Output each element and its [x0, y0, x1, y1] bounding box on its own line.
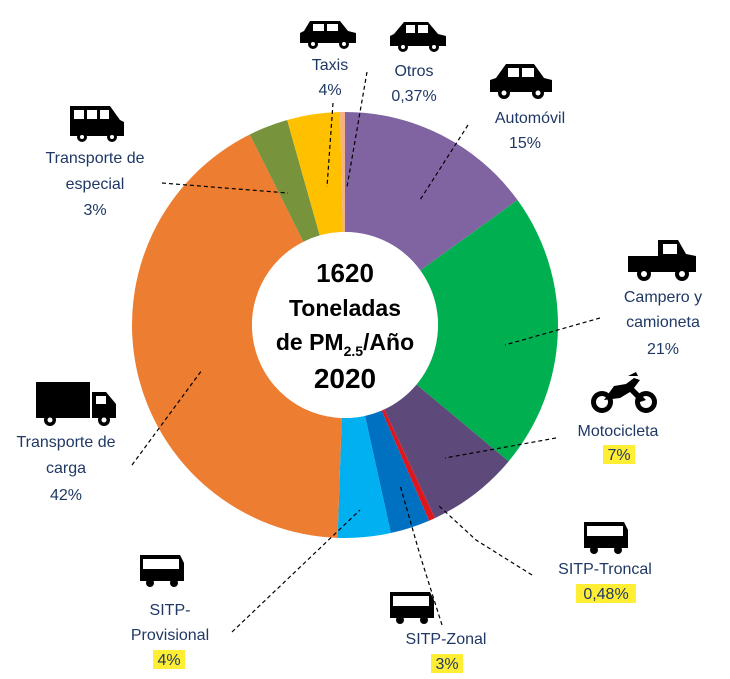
value-sitp-zonal: 3%	[435, 656, 458, 673]
car-icon	[490, 64, 552, 99]
slice-campero-y-camioneta	[416, 200, 558, 462]
label-carga-1: Transporte de	[16, 434, 115, 451]
leader-campero	[504, 317, 601, 346]
slice-taxis	[287, 112, 343, 236]
slice-sitp-provisional	[337, 415, 391, 538]
slice-sitp-zonal	[365, 410, 430, 534]
sitp-troncal-bus-icon	[584, 522, 628, 554]
otros-car-icon	[390, 22, 446, 52]
leader-motocicleta	[444, 437, 557, 459]
value-motocicleta: 7%	[607, 447, 630, 464]
value-automovil: 15%	[509, 135, 541, 152]
van-icon	[70, 106, 124, 142]
sitp-provisional-bus-icon	[140, 555, 184, 587]
slice-autom-vil	[345, 112, 518, 271]
slice-transporte-de-carga	[132, 134, 342, 538]
cargo-truck-icon	[36, 382, 116, 426]
donut-slices	[132, 112, 558, 538]
value-taxis: 4%	[318, 82, 341, 99]
center-year: 2020	[314, 363, 376, 394]
label-automovil: Automóvil	[495, 110, 565, 127]
leader-sitp-zonal	[399, 484, 443, 626]
label-especial-1: Transporte de	[45, 150, 144, 167]
label-motocicleta: Motocicleta	[578, 423, 659, 440]
center-total: 1620	[316, 258, 374, 288]
label-taxis: Taxis	[312, 57, 348, 74]
label-campero-1: Campero y	[624, 289, 702, 306]
highlight-sitp-provisional	[153, 650, 185, 669]
leader-lines	[131, 71, 601, 633]
leader-otros	[346, 71, 368, 188]
label-sitp-zonal: SITP-Zonal	[406, 631, 487, 648]
sitp-zonal-bus-icon	[390, 592, 434, 624]
label-sitp-prov-2: Provisional	[131, 627, 209, 644]
leader-taxis	[326, 102, 334, 188]
leader-especial	[161, 182, 289, 194]
center-unit: Toneladas	[289, 295, 401, 321]
value-carga: 42%	[50, 487, 82, 504]
slice-sitp-troncal	[381, 409, 435, 521]
taxi-icon	[300, 21, 356, 49]
value-sitp-troncal: 0,48%	[583, 586, 628, 603]
label-sitp-troncal: SITP-Troncal	[558, 561, 652, 578]
label-campero-2: camioneta	[626, 314, 700, 331]
label-carga-2: carga	[46, 460, 86, 477]
donut-hole	[252, 232, 438, 418]
pickup-truck-icon	[628, 240, 696, 281]
value-especial: 3%	[83, 202, 106, 219]
highlight-sitp-troncal	[576, 584, 636, 603]
label-especial-2: especial	[66, 176, 125, 193]
label-otros: Otros	[394, 63, 433, 80]
motorcycle-icon	[591, 372, 657, 413]
slice-motocicleta	[384, 384, 509, 519]
value-sitp-provisional: 4%	[157, 652, 180, 669]
leader-carga	[131, 369, 203, 466]
slice-labels: Automóvil 15% Campero y camioneta 21% Mo…	[16, 57, 702, 673]
highlight-motocicleta	[603, 445, 635, 464]
leader-sitp-troncal	[437, 504, 533, 576]
highlight-sitp-zonal	[431, 654, 463, 673]
label-sitp-prov-1: SITP-	[150, 602, 191, 619]
center-pollutant: de PM2.5/Año	[276, 329, 414, 359]
value-otros: 0,37%	[391, 88, 436, 105]
slice-otros	[340, 112, 345, 233]
value-campero: 21%	[647, 341, 679, 358]
slice-transporte-de-especial	[249, 120, 320, 242]
leader-automovil	[419, 124, 469, 201]
leader-sitp-provisional	[231, 509, 361, 633]
